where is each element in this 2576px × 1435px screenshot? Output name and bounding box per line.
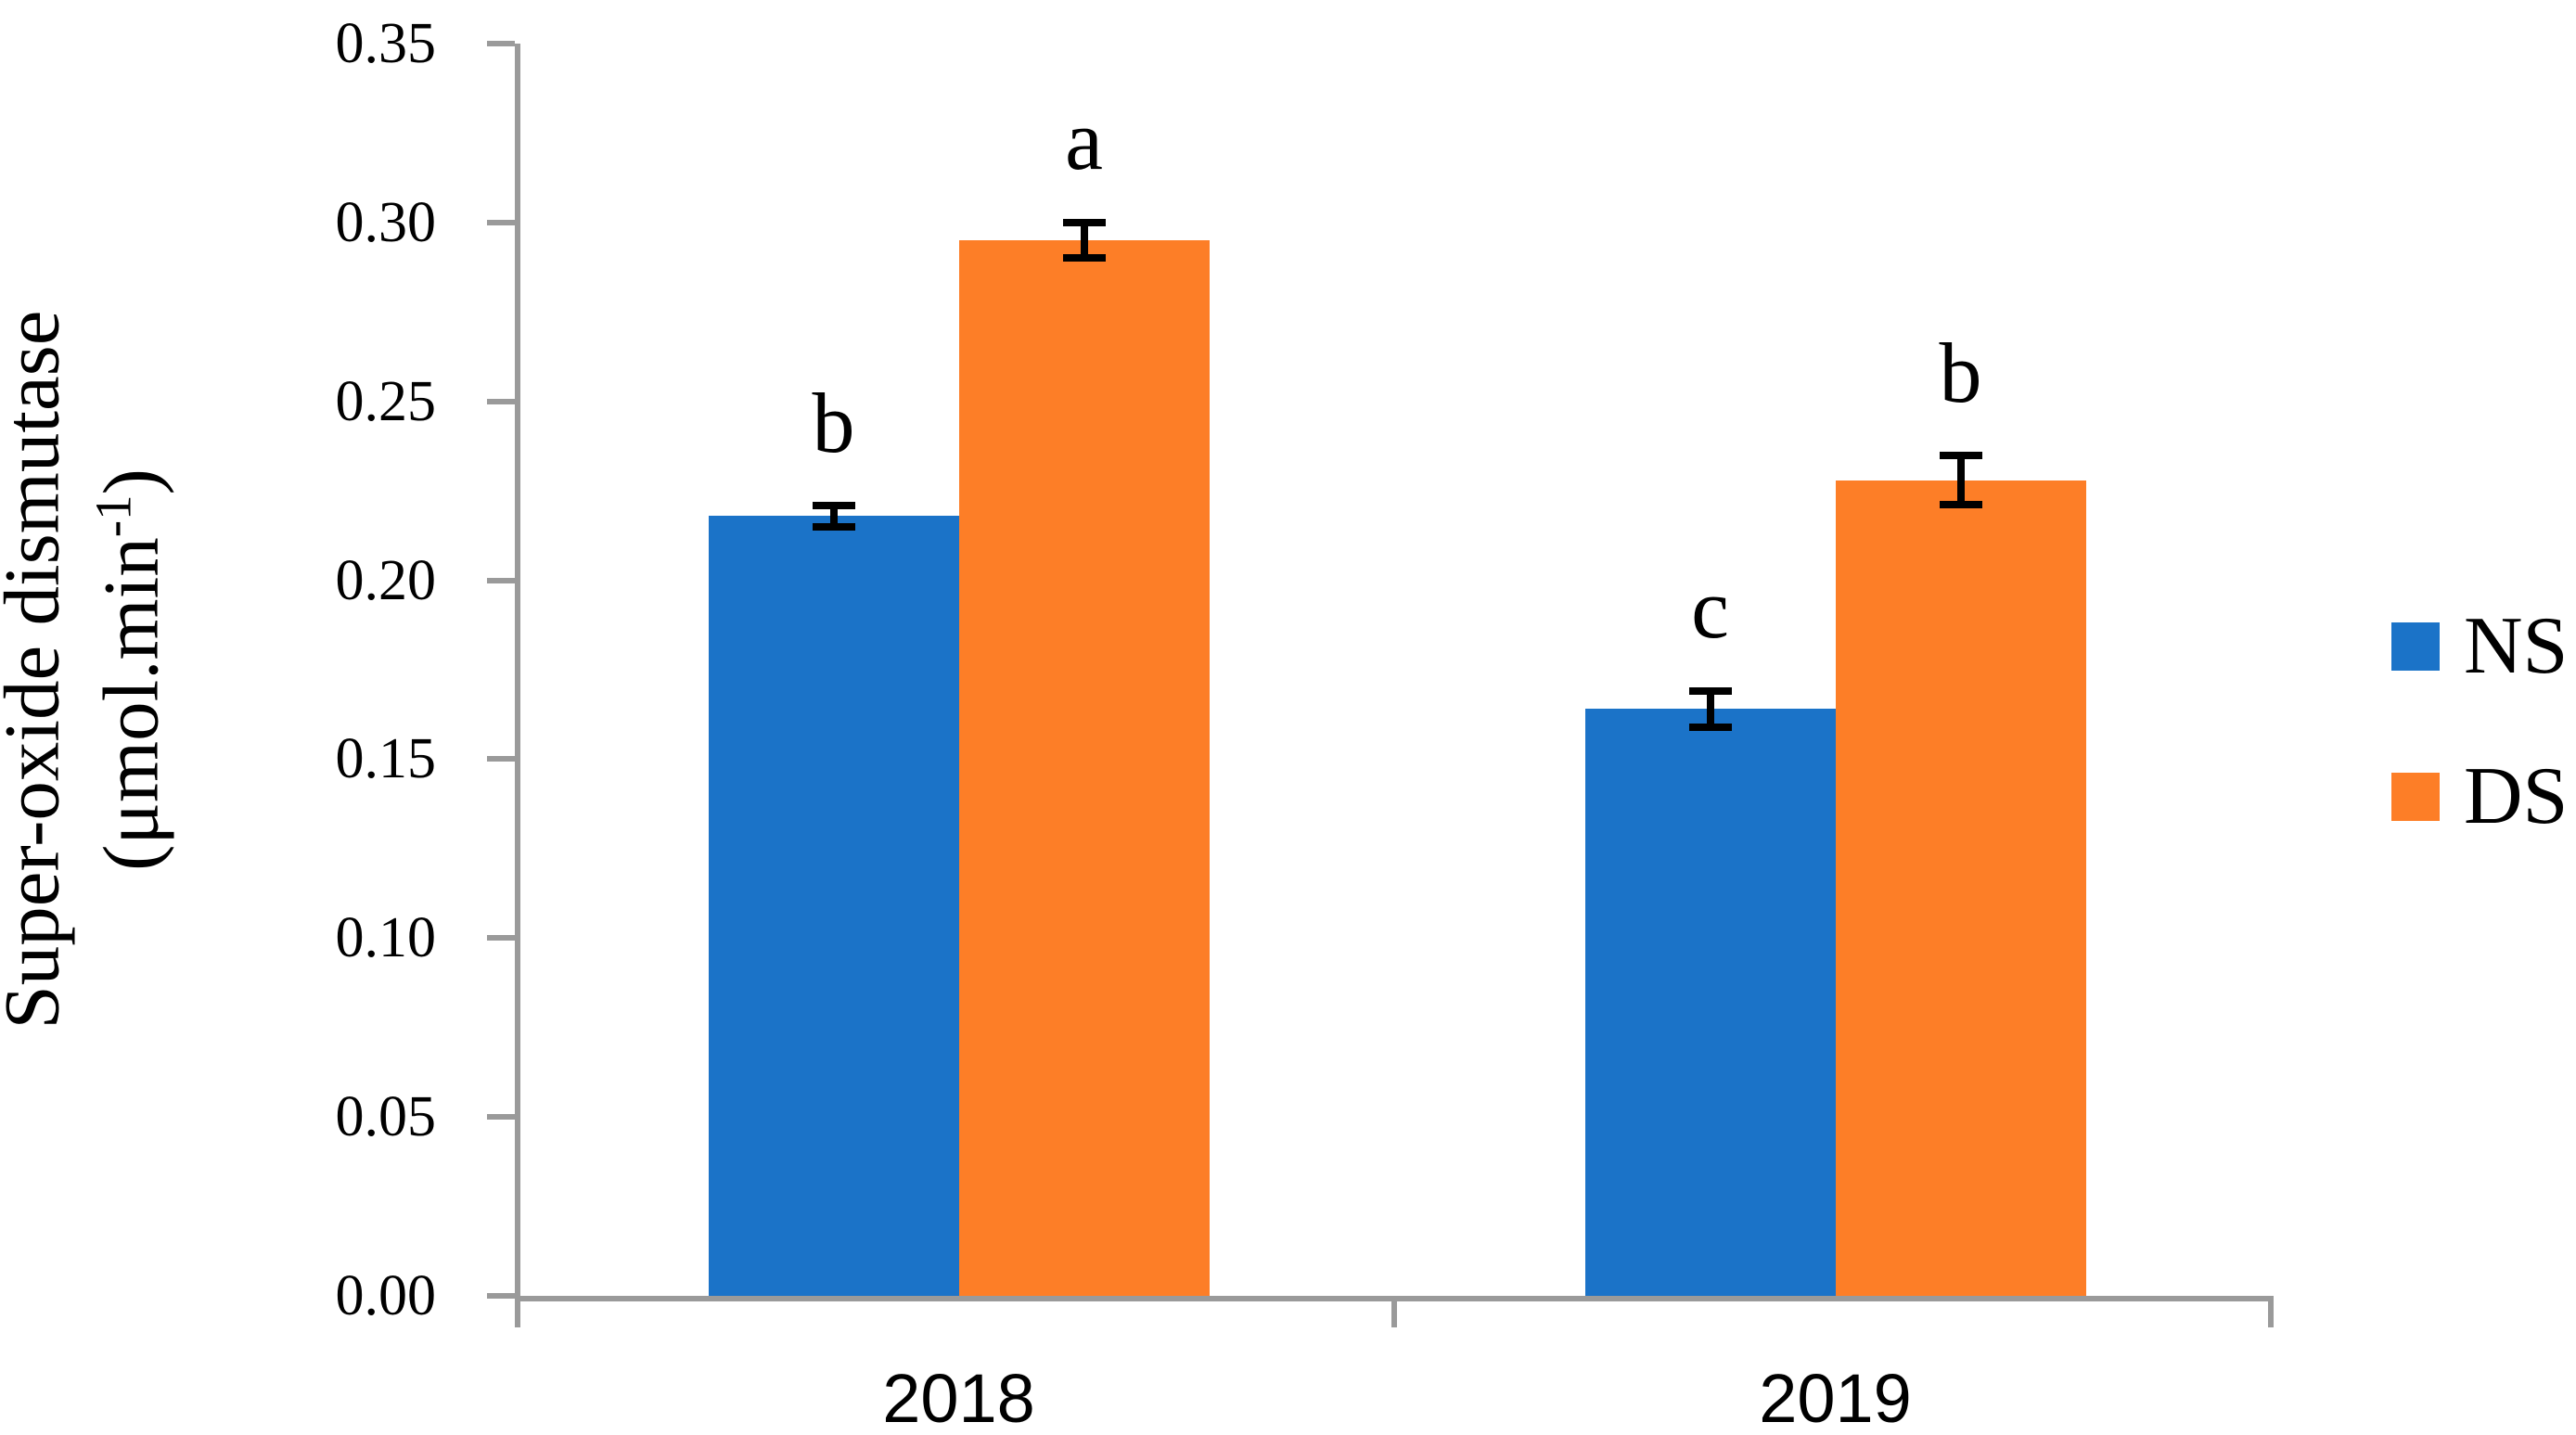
y-tick-label-0.15: 0.15 — [335, 727, 437, 791]
y-tick-label-0.20: 0.20 — [335, 548, 437, 612]
y-tick-label-0.05: 0.05 — [335, 1085, 437, 1149]
error-bar-ds-2019-line — [1956, 451, 1965, 509]
error-bar-ns-2018-line — [829, 501, 838, 531]
y-tick-label-0.30: 0.30 — [335, 190, 437, 254]
sig-letter-ns-2018: b — [812, 375, 855, 470]
y-axis-unit-prefix: (μmol.min — [87, 537, 175, 871]
y-tick-mark-0.10 — [487, 935, 515, 942]
bar-ds-2018 — [958, 240, 1210, 1296]
error-bar-ds-2019-cap-top — [1939, 451, 1982, 459]
x-axis-label-2019: 2019 — [1759, 1360, 1912, 1435]
y-axis-title-line1: Super-oxide dismutase — [0, 310, 76, 1030]
plot-area: 0.00 0.05 0.10 0.15 0.20 0.25 0.30 0.35 b a 2018 c b… — [336, 15, 2274, 1435]
sig-letter-ds-2018: a — [1065, 93, 1103, 187]
legend-label-ds: DS — [2464, 751, 2569, 841]
x-axis-boundary-tick-1 — [2268, 1296, 2274, 1327]
y-tick-mark-0.15 — [487, 756, 515, 762]
y-tick-mark-0.35 — [487, 41, 515, 46]
y-axis-unit-superscript: -1 — [84, 494, 142, 538]
y-axis-unit-suffix: ) — [87, 468, 175, 495]
legend-entry-ds: DS — [2391, 746, 2569, 848]
error-bar-ns-2019-line — [1706, 687, 1714, 731]
bar-ns-2019 — [1584, 709, 1836, 1296]
error-bar-ds-2018-cap-bottom — [1062, 254, 1106, 263]
x-axis-boundary-tick-0 — [1391, 1296, 1397, 1327]
y-axis-title: Super-oxide dismutase (μmol.min-1) — [0, 310, 175, 1030]
y-tick-label-0.25: 0.25 — [335, 369, 437, 433]
error-bar-ns-2018-cap-bottom — [812, 522, 855, 531]
bar-ns-2018 — [708, 516, 959, 1296]
y-tick-label-0.35: 0.35 — [335, 12, 437, 75]
error-bar-ns-2019-cap-top — [1688, 687, 1732, 696]
y-axis-title-line2: (μmol.min-1) — [72, 311, 175, 1030]
x-axis-label-2018: 2018 — [882, 1360, 1035, 1435]
y-axis-line — [515, 44, 520, 1327]
legend-swatch-ns — [2391, 622, 2440, 671]
y-tick-label-0.00: 0.00 — [335, 1264, 437, 1327]
legend-entry-ns: NS — [2391, 596, 2569, 698]
y-tick-mark-0.30 — [487, 219, 515, 225]
legend-label-ns: NS — [2464, 601, 2569, 691]
y-tick-mark-0.20 — [487, 577, 515, 583]
error-bar-ds-2019-cap-bottom — [1939, 501, 1982, 509]
error-bar-ns-2018-cap-top — [812, 501, 855, 509]
error-bar-ds-2018-cap-top — [1062, 219, 1106, 226]
y-tick-mark-0.25 — [487, 398, 515, 404]
sig-letter-ns-2019: c — [1691, 561, 1729, 657]
error-bar-ns-2019-cap-bottom — [1688, 723, 1732, 731]
bar-ds-2019 — [1835, 480, 2086, 1296]
legend-swatch-ds — [2391, 773, 2440, 821]
y-tick-label-0.10: 0.10 — [335, 906, 437, 970]
sig-letter-ds-2019: b — [1939, 325, 1982, 420]
y-tick-mark-0.05 — [487, 1114, 515, 1121]
y-tick-mark-0.00 — [487, 1293, 515, 1299]
error-bar-ds-2018-line — [1080, 219, 1088, 263]
